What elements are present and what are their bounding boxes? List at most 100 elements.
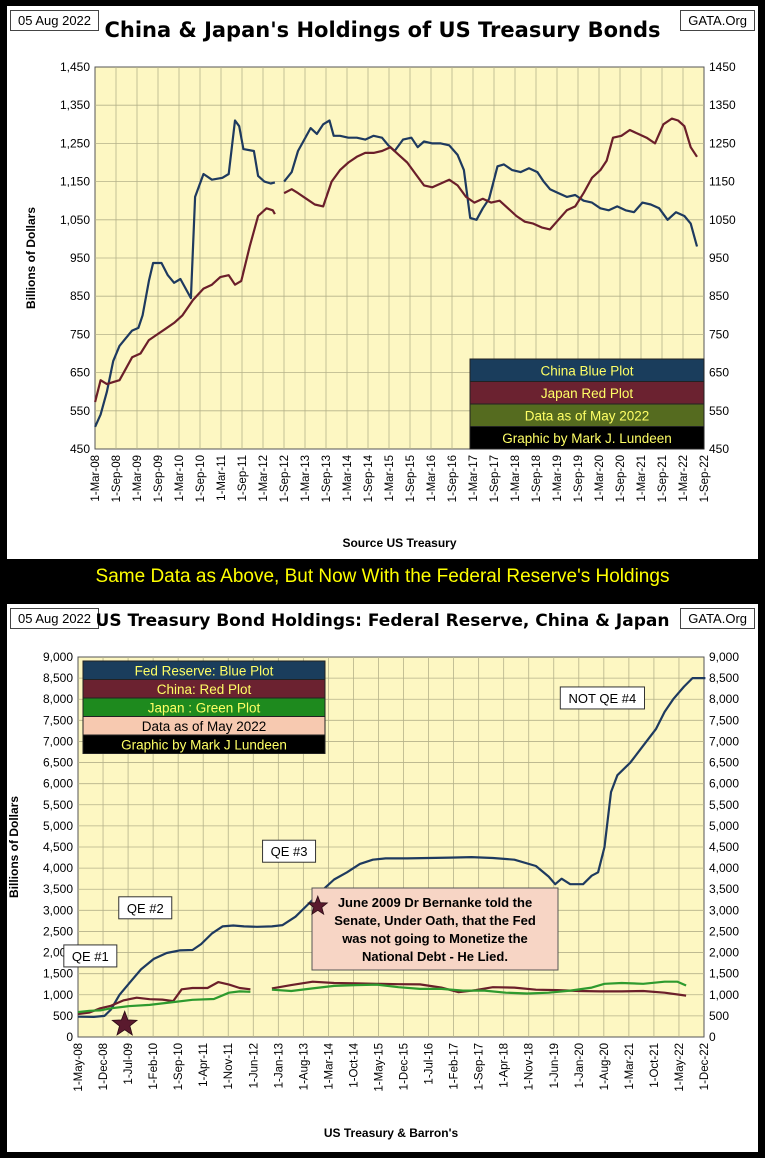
legend-box xyxy=(82,734,326,754)
x-tick-label: 1-Mar-21 xyxy=(636,455,648,502)
legend-label: China Blue Plot xyxy=(540,363,633,378)
y-tick-label-right: 2,500 xyxy=(709,924,739,938)
x-tick-label: 1-Nov-11 xyxy=(223,1043,235,1089)
y-tick-label-right: 7,500 xyxy=(709,713,739,727)
x-tick-label: 1-Sep-17 xyxy=(474,1043,486,1090)
series-line-china xyxy=(283,119,699,247)
x-tick-label: 1-Oct-21 xyxy=(649,1043,661,1088)
annotation-label: QE #1 xyxy=(72,949,109,964)
y-tick-label-left: 1,500 xyxy=(43,967,73,981)
x-tick-label: 1-Mar-14 xyxy=(323,1042,335,1089)
x-tick-label: 1-Sep-15 xyxy=(405,455,417,502)
annotation-label: NOT QE #4 xyxy=(569,691,637,706)
x-tick-label: 1-Mar-13 xyxy=(300,455,312,502)
x-tick-label: 1-Sep-20 xyxy=(615,455,627,502)
y-tick-label-left: 5,500 xyxy=(43,798,73,812)
x-tick-label: 1-Mar-22 xyxy=(678,455,690,502)
y-tick-label-left: 950 xyxy=(70,251,90,265)
x-tick-label: 1-Mar-17 xyxy=(468,455,480,502)
x-tick-label: 1-Mar-16 xyxy=(426,455,438,502)
x-tick-label: 1-Aug-13 xyxy=(298,1043,310,1090)
y-tick-label-right: 4,500 xyxy=(709,840,739,854)
date-label: 05 Aug 2022 xyxy=(10,608,100,629)
y-tick-label-right: 950 xyxy=(709,251,729,265)
x-tick-label: 1-Sep-13 xyxy=(321,455,333,502)
x-tick-label: 1-Jul-16 xyxy=(424,1043,436,1085)
y-tick-label-left: 850 xyxy=(70,289,90,303)
chart-1-svg: 1,450 1450 1,350 1350 1,250 1250 1,150 1150 1,05… xyxy=(24,60,736,550)
x-tick-label: 1-Dec-22 xyxy=(699,1043,711,1090)
y-tick-label-left: 1,250 xyxy=(60,136,90,150)
y-tick-label-right: 1450 xyxy=(709,60,736,74)
y-tick-label-right: 8,000 xyxy=(709,692,739,706)
annotation-box xyxy=(63,944,118,968)
series-line-japan xyxy=(283,117,698,231)
y-tick-label-right: 2,000 xyxy=(709,946,739,960)
y-tick-label-right: 5,500 xyxy=(709,798,739,812)
source-tag: GATA.Org xyxy=(680,608,755,629)
y-tick-label-right: 3,000 xyxy=(709,903,739,917)
note-box xyxy=(311,887,559,971)
x-tick-label: 1-Nov-18 xyxy=(524,1043,536,1090)
legend-label: Graphic by Mark J Lundeen xyxy=(121,737,287,752)
y-tick-label-left: 8,500 xyxy=(43,671,73,685)
x-tick-label: 1-Mar-21 xyxy=(624,1043,636,1090)
y-tick-label-right: 650 xyxy=(709,366,729,380)
y-tick-label-right: 9,000 xyxy=(709,650,739,664)
y-tick-label-right: 550 xyxy=(709,404,729,418)
legend-box xyxy=(469,426,705,450)
legend-label: Graphic by Mark J. Lundeen xyxy=(502,431,672,446)
x-axis-label: Source US Treasury xyxy=(342,536,456,550)
legend-label: Japan Red Plot xyxy=(541,386,634,401)
x-tick-label: 1-Apr-11 xyxy=(198,1043,210,1087)
x-tick-label: 1-May-15 xyxy=(373,1043,385,1092)
annotation-box xyxy=(559,686,645,710)
x-tick-label: 1-Dec-08 xyxy=(98,1043,110,1090)
y-tick-label-left: 450 xyxy=(70,442,90,456)
x-tick-label: 1-Feb-10 xyxy=(148,1043,160,1090)
x-tick-label: 1-May-22 xyxy=(674,1043,686,1092)
x-tick-label: 1-Sep-18 xyxy=(531,455,543,502)
y-tick-label-left: 9,000 xyxy=(43,650,73,664)
y-tick-label-left: 500 xyxy=(53,1009,73,1023)
legend-label: Data as of May 2022 xyxy=(525,408,650,423)
date-label: 05 Aug 2022 xyxy=(10,10,100,31)
chart-title: China & Japan's Holdings of US Treasury … xyxy=(104,18,661,42)
x-tick-label: 1-Jan-20 xyxy=(574,1043,586,1088)
y-tick-label-left: 6,500 xyxy=(43,756,73,770)
x-tick-label: 1-Sep-22 xyxy=(699,455,711,502)
x-tick-label: 1-Sep-10 xyxy=(195,455,207,502)
x-axis-label: US Treasury & Barron's xyxy=(324,1126,459,1140)
x-tick-label: 1-Mar-18 xyxy=(510,455,522,502)
chart-2-svg: 9,000 9,000 8,500 8,500 8,000 8,000 7,500 7,500… xyxy=(7,650,739,1140)
annotation-box xyxy=(262,839,317,863)
x-tick-label: 1-Sep-16 xyxy=(447,455,459,502)
x-tick-label: 1-Sep-08 xyxy=(111,455,123,502)
y-tick-label-right: 8,500 xyxy=(709,671,739,685)
x-tick-label: 1-Sep-11 xyxy=(237,455,249,501)
y-tick-label-left: 3,500 xyxy=(43,882,73,896)
x-tick-label: 1-Mar-10 xyxy=(174,455,186,502)
x-tick-label: 1-Jul-09 xyxy=(123,1043,135,1085)
y-tick-label-right: 750 xyxy=(709,327,729,341)
x-tick-label: 1-Mar-15 xyxy=(384,455,396,502)
y-tick-label-left: 2,500 xyxy=(43,924,73,938)
annotation-label: QE #2 xyxy=(127,901,164,916)
y-tick-label-left: 1,350 xyxy=(60,98,90,112)
legend-label: China: Red Plot xyxy=(157,682,252,697)
y-tick-label-right: 1050 xyxy=(709,213,736,227)
chart-panel-china-japan: 05 Aug 2022 China & Japan's Holdings of … xyxy=(7,6,758,559)
x-tick-label: 1-Sep-17 xyxy=(489,455,501,502)
y-tick-label-right: 1150 xyxy=(709,175,735,189)
y-tick-label-right: 1250 xyxy=(709,136,736,150)
x-tick-label: 1-May-08 xyxy=(73,1043,85,1092)
x-tick-label: 1-Sep-10 xyxy=(173,1043,185,1090)
y-tick-label-left: 3,000 xyxy=(43,903,73,917)
y-tick-label-left: 1,150 xyxy=(60,175,90,189)
y-tick-label-right: 1350 xyxy=(709,98,736,112)
x-tick-label: 1-Apr-18 xyxy=(499,1043,511,1088)
y-tick-label-left: 6,000 xyxy=(43,777,73,791)
annotation-box xyxy=(118,896,173,920)
y-tick-label-right: 0 xyxy=(709,1030,716,1044)
x-tick-label: 1-Feb-17 xyxy=(449,1043,461,1090)
